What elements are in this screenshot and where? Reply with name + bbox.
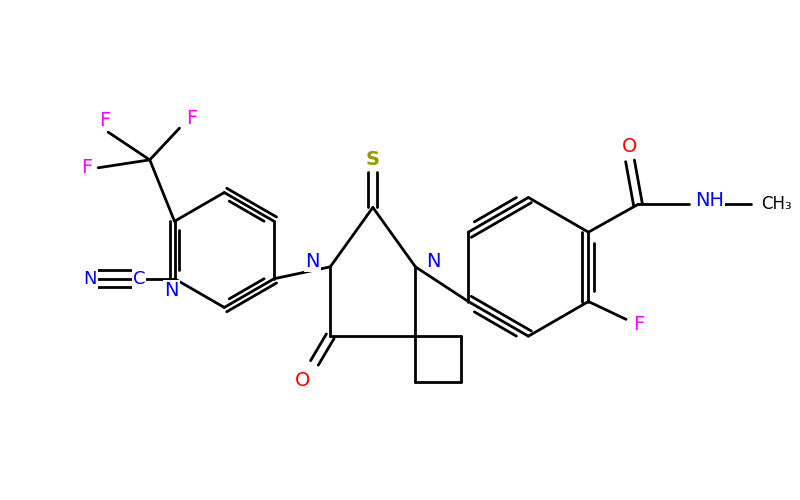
Text: NH: NH bbox=[695, 191, 725, 210]
Text: N: N bbox=[164, 281, 178, 300]
Text: N: N bbox=[83, 270, 97, 287]
Text: C: C bbox=[133, 270, 145, 287]
Text: N: N bbox=[305, 252, 320, 272]
Text: F: F bbox=[99, 110, 110, 130]
Text: S: S bbox=[366, 150, 380, 170]
Text: F: F bbox=[186, 109, 197, 128]
Text: F: F bbox=[634, 315, 645, 334]
Text: O: O bbox=[622, 138, 638, 156]
Text: F: F bbox=[81, 158, 92, 178]
Text: N: N bbox=[426, 252, 441, 272]
Text: CH₃: CH₃ bbox=[761, 196, 791, 214]
Text: O: O bbox=[295, 372, 310, 390]
